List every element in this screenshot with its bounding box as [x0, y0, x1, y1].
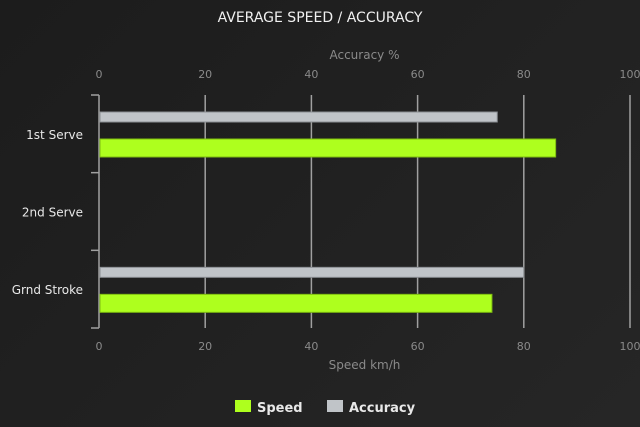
top-tick-label: 60 [411, 68, 425, 81]
legend-swatch-accuracy [327, 400, 343, 412]
bottom-tick-label: 80 [517, 340, 531, 353]
bottom-tick-label: 100 [620, 340, 640, 353]
category-label: 2nd Serve [22, 206, 83, 220]
bottom-tick-label: 0 [96, 340, 103, 353]
top-tick-label: 0 [96, 68, 103, 81]
accuracy-bar [99, 266, 525, 278]
accuracy-bar [99, 111, 498, 123]
top-tick-label: 80 [517, 68, 531, 81]
bottom-tick-label: 60 [411, 340, 425, 353]
speed-bar [99, 138, 557, 158]
legend-swatch-speed [235, 400, 251, 412]
speed-bar [99, 293, 493, 313]
category-label: 1st Serve [26, 128, 83, 142]
bottom-tick-label: 20 [198, 340, 212, 353]
top-tick-label: 20 [198, 68, 212, 81]
legend-label-speed: Speed [257, 401, 303, 416]
bottom-tick-label: 40 [304, 340, 318, 353]
top-axis-label: Accuracy % [329, 48, 399, 62]
category-label: Grnd Stroke [12, 283, 83, 297]
legend-label-accuracy: Accuracy [349, 401, 416, 416]
top-tick-label: 100 [620, 68, 640, 81]
bottom-axis-label: Speed km/h [329, 358, 401, 372]
top-tick-label: 40 [304, 68, 318, 81]
chart-title: AVERAGE SPEED / ACCURACY [218, 10, 423, 26]
